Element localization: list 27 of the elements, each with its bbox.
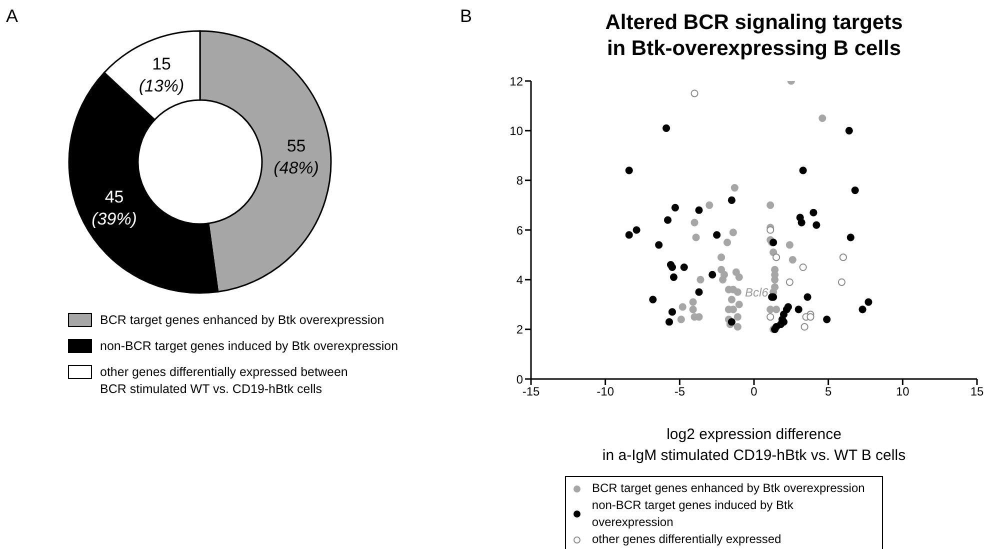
- annotation: Bcl6: [744, 285, 769, 300]
- legend-label: other genes differentially expressed: [592, 531, 782, 548]
- y-tick-label: 10: [510, 124, 524, 138]
- x-tick-label: -15: [522, 384, 540, 399]
- x-tick-label: 10: [896, 384, 910, 399]
- legend-label: other genes differentially expressed between BCR stimulated WT vs. CD19-hBtk cells: [100, 364, 348, 398]
- text: A: [6, 6, 18, 27]
- data-label: 45 (39%): [92, 187, 137, 228]
- text: B: [460, 6, 472, 27]
- legend-label: BCR target genes enhanced by Btk overexpression: [100, 312, 384, 329]
- y-tick-label: 12: [510, 74, 524, 88]
- x-axis-title: log2 expression difference in a-IgM stimulated CD19-hBtk vs. WT B cells: [601, 425, 907, 466]
- x-tick-label: 0: [750, 384, 758, 399]
- x-tick-label: 15: [970, 384, 984, 399]
- chart-title: Altered BCR signaling targets in Btk-overexpressing B cells: [604, 10, 904, 62]
- y-tick-label: 4: [516, 272, 524, 287]
- data-label: 15 (13%): [138, 54, 184, 96]
- y-tick-label: 6: [516, 223, 524, 238]
- x-tick-label: -10: [596, 384, 614, 399]
- x-tick-label: 5: [824, 384, 832, 399]
- y-tick-label: 0: [516, 372, 524, 386]
- x-tick-label: -5: [674, 384, 686, 399]
- legend-label: non-BCR target genes induced by Btk overexpression: [100, 338, 398, 355]
- y-tick-label: 2: [516, 322, 524, 337]
- y-tick-label: 8: [516, 174, 524, 188]
- data-label: 55 (48%): [274, 136, 319, 178]
- legend-label: BCR target genes enhanced by Btk overexpression: [592, 480, 865, 497]
